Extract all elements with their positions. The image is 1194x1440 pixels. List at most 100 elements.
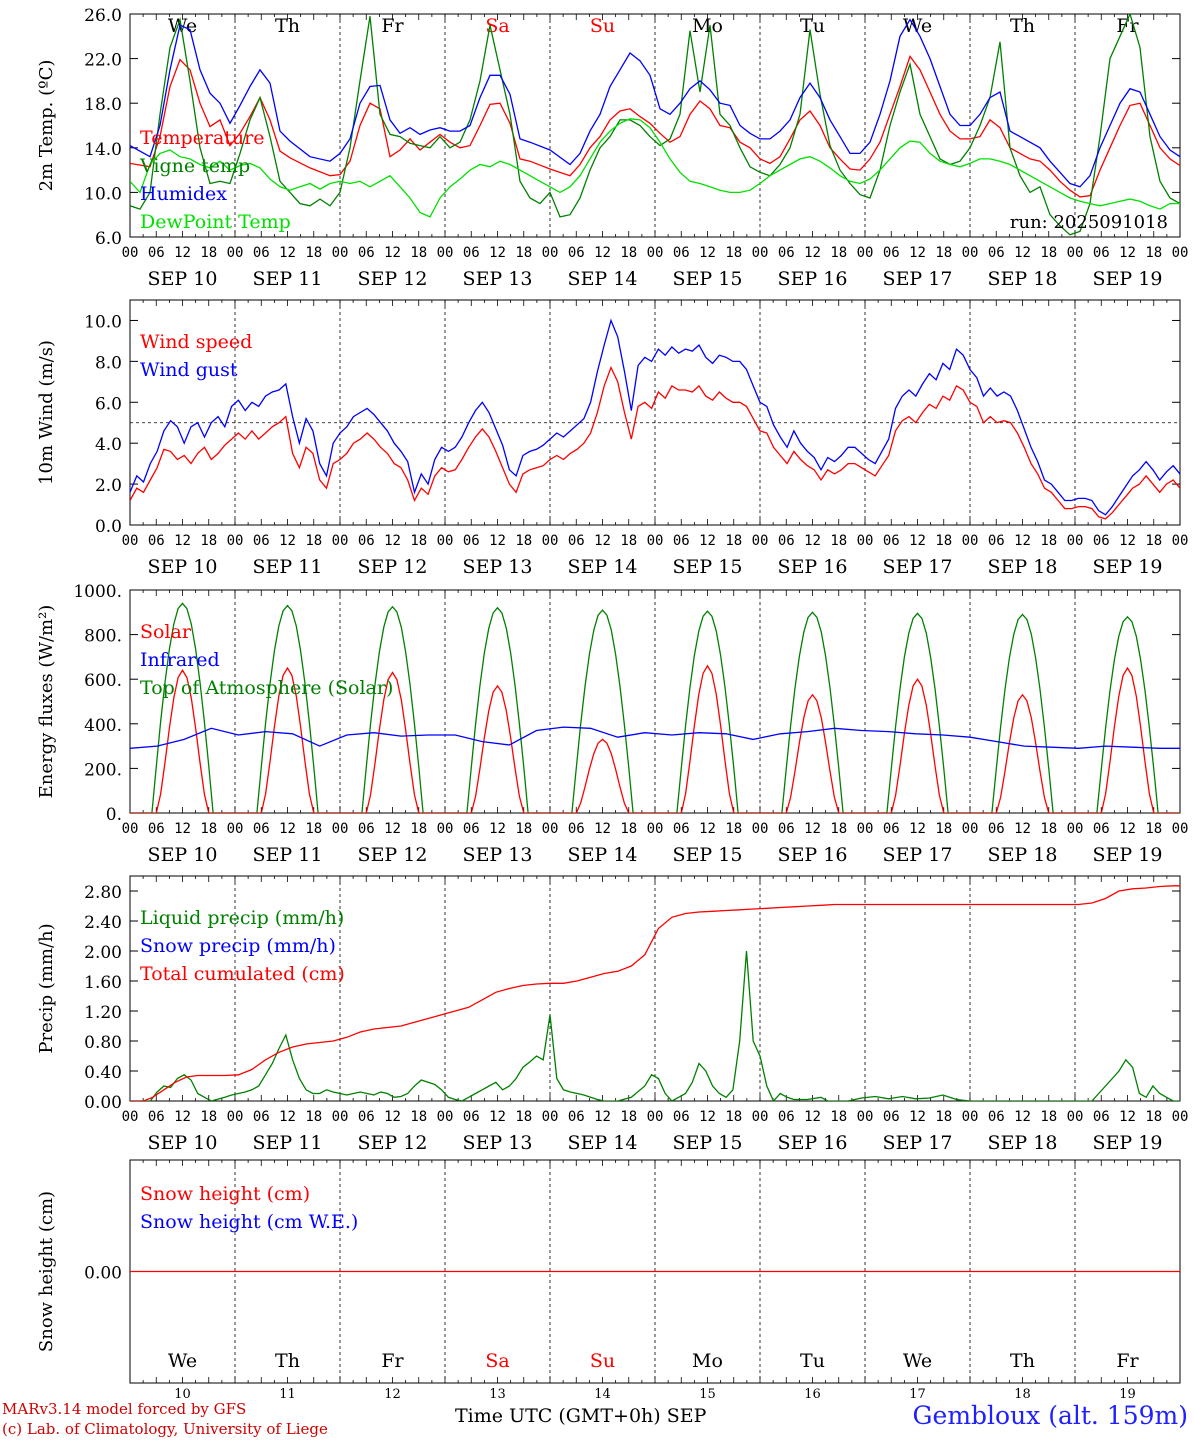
date-label: SEP 12 xyxy=(358,556,428,578)
hour-tick-label: 12 xyxy=(279,245,296,261)
series-total-cumulated-cm- xyxy=(130,885,1180,1101)
x-axis-label: Time UTC (GMT+0h) SEP xyxy=(455,1405,706,1427)
date-label: SEP 18 xyxy=(988,556,1058,578)
date-label: SEP 13 xyxy=(463,1132,533,1154)
legend-entry: Snow height (cm W.E.) xyxy=(140,1211,358,1233)
date-label: SEP 17 xyxy=(883,556,953,578)
weekday-label: We xyxy=(903,1350,932,1372)
hour-tick-label: 00 xyxy=(332,245,349,261)
hour-tick-label: 12 xyxy=(1014,821,1031,837)
hour-tick-label: 12 xyxy=(489,533,506,549)
solar-series xyxy=(130,664,1180,813)
hour-tick-label: 06 xyxy=(358,245,375,261)
hour-tick-label: 00 xyxy=(437,821,454,837)
y-tick-label: 2.80 xyxy=(84,883,122,903)
hour-tick-label: 06 xyxy=(568,533,585,549)
hour-tick-label: 06 xyxy=(463,245,480,261)
hour-tick-label: 18 xyxy=(305,821,322,837)
hour-tick-label: 18 xyxy=(1145,533,1162,549)
date-label: SEP 18 xyxy=(988,844,1058,866)
day-number-label: 17 xyxy=(909,1387,926,1402)
date-label: SEP 16 xyxy=(778,556,848,578)
date-label: SEP 10 xyxy=(148,1132,218,1154)
hour-tick-label: 18 xyxy=(935,821,952,837)
hour-tick-label: 06 xyxy=(883,821,900,837)
date-label: SEP 11 xyxy=(253,844,323,866)
hour-tick-label: 18 xyxy=(935,1109,952,1125)
date-label: SEP 18 xyxy=(988,268,1058,290)
y-tick-label: 0.00 xyxy=(84,1264,122,1284)
date-label: SEP 17 xyxy=(883,1132,953,1154)
hour-tick-label: 12 xyxy=(909,821,926,837)
date-label: SEP 13 xyxy=(463,844,533,866)
y-axis-label: Energy fluxes (W/m²) xyxy=(36,605,57,799)
hour-tick-label: 00 xyxy=(752,821,769,837)
hour-tick-label: 00 xyxy=(1067,821,1084,837)
date-label: SEP 19 xyxy=(1093,556,1163,578)
hour-tick-label: 18 xyxy=(410,245,427,261)
hour-tick-label: 12 xyxy=(279,1109,296,1125)
hour-tick-label: 06 xyxy=(253,1109,270,1125)
day-number-label: 12 xyxy=(384,1387,401,1402)
weekday-label: Su xyxy=(590,1350,615,1372)
legend-entry: Vigne temp xyxy=(139,155,250,177)
hour-tick-label: 12 xyxy=(279,533,296,549)
hour-tick-label: 06 xyxy=(253,533,270,549)
date-label: SEP 11 xyxy=(253,268,323,290)
hour-tick-label: 00 xyxy=(542,533,559,549)
y-tick-label: 800. xyxy=(84,627,122,647)
hour-tick-label: 18 xyxy=(830,821,847,837)
hour-tick-label: 12 xyxy=(174,533,191,549)
date-label: SEP 11 xyxy=(253,1132,323,1154)
hour-tick-label: 00 xyxy=(962,821,979,837)
series-vigne-temp xyxy=(130,14,1180,236)
hour-tick-label: 18 xyxy=(515,1109,532,1125)
hour-tick-label: 06 xyxy=(253,821,270,837)
hour-tick-label: 06 xyxy=(988,245,1005,261)
credit-model: MARv3.14 model forced by GFS xyxy=(2,1400,247,1418)
legend-entry: Total cumulated (cm) xyxy=(140,963,345,985)
hour-tick-label: 12 xyxy=(279,821,296,837)
hour-tick-label: 12 xyxy=(594,1109,611,1125)
x-axis-month: SEP xyxy=(666,1405,707,1427)
date-label: SEP 17 xyxy=(883,844,953,866)
hour-tick-label: 00 xyxy=(1172,533,1189,549)
hour-tick-label: 00 xyxy=(752,245,769,261)
hour-tick-label: 12 xyxy=(804,1109,821,1125)
day-number-label: 10 xyxy=(174,1387,191,1402)
hour-tick-label: 00 xyxy=(542,245,559,261)
hour-tick-label: 12 xyxy=(174,245,191,261)
weekday-label: Mo xyxy=(692,15,723,37)
hour-tick-label: 18 xyxy=(305,1109,322,1125)
hour-tick-label: 18 xyxy=(200,533,217,549)
hour-tick-label: 00 xyxy=(962,245,979,261)
hour-tick-label: 18 xyxy=(410,1109,427,1125)
y-tick-label: 200. xyxy=(84,760,122,780)
y-tick-label: 26.0 xyxy=(84,6,122,26)
hour-tick-label: 18 xyxy=(200,245,217,261)
hour-tick-label: 06 xyxy=(988,1109,1005,1125)
hour-tick-label: 06 xyxy=(148,245,165,261)
date-label: SEP 13 xyxy=(463,556,533,578)
hour-tick-label: 00 xyxy=(1067,533,1084,549)
hour-tick-label: 06 xyxy=(358,821,375,837)
weekday-label: We xyxy=(903,15,932,37)
hour-tick-label: 12 xyxy=(384,533,401,549)
y-tick-label: 1000. xyxy=(73,582,122,602)
legend-entry: Liquid precip (mm/h) xyxy=(140,907,344,929)
date-label: SEP 12 xyxy=(358,1132,428,1154)
hour-tick-label: 18 xyxy=(1040,245,1057,261)
x-axis-title: Time UTC (GMT+0h) xyxy=(455,1405,661,1427)
hour-tick-label: 18 xyxy=(200,821,217,837)
y-tick-label: 1.60 xyxy=(84,973,122,993)
hour-tick-label: 00 xyxy=(122,533,139,549)
series-wind-speed xyxy=(130,365,1180,520)
y-tick-label: 4.0 xyxy=(95,435,122,455)
y-axis-label: 2m Temp. (ºC) xyxy=(36,60,57,192)
date-label: SEP 16 xyxy=(778,268,848,290)
hour-tick-label: 18 xyxy=(830,245,847,261)
station-name: Gembloux (alt. 159m) xyxy=(912,1401,1188,1430)
hour-tick-label: 00 xyxy=(437,245,454,261)
hour-tick-label: 00 xyxy=(542,1109,559,1125)
